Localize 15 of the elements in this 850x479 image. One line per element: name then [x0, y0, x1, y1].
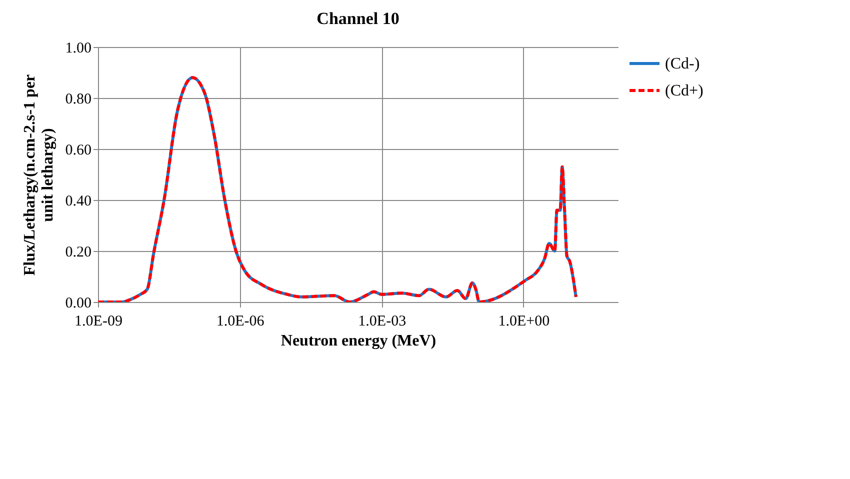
- x-tick-label: 1.0E-03: [358, 314, 406, 330]
- y-tick-label: 1.00: [65, 40, 92, 56]
- y-axis-title: Flux/Lethargy(n.cm-2.s-1 per unit lethargy): [21, 74, 56, 276]
- y-tick-label: 0.00: [65, 296, 92, 312]
- y-tick-label: 0.80: [65, 92, 92, 108]
- legend-label: (Cd+): [665, 82, 704, 100]
- x-tick-label: 1.0E-06: [216, 314, 265, 330]
- legend-label: (Cd-): [665, 56, 700, 72]
- chart-title: Channel 10: [316, 9, 400, 28]
- y-tick-label: 0.60: [65, 142, 92, 158]
- y-tick-label: 0.40: [65, 194, 92, 210]
- x-axis-title: Neutron energy (MeV): [280, 332, 436, 350]
- y-tick-label: 0.20: [65, 244, 92, 260]
- x-tick-label: 1.0E+00: [498, 314, 550, 330]
- x-tick-label: 1.0E-09: [74, 314, 122, 330]
